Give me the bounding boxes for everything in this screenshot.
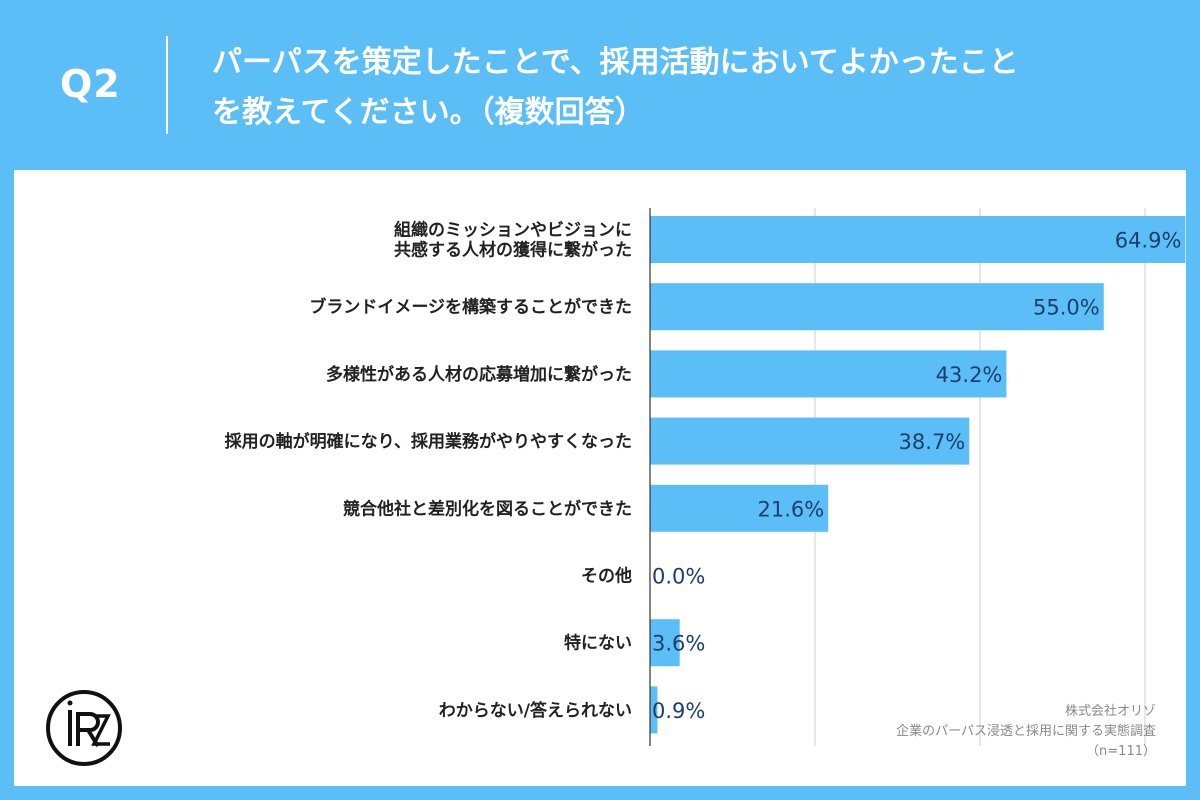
value-label: 43.2% <box>936 363 1003 387</box>
category-label: ブランドイメージを構築することができた <box>309 297 632 318</box>
value-label: 55.0% <box>1033 296 1100 320</box>
header-divider <box>166 36 168 134</box>
bar <box>650 283 1104 331</box>
bar <box>650 686 658 734</box>
bar <box>650 216 1186 263</box>
source-survey: 企業のパーパス浸透と採用に関する実態調査 <box>896 724 1156 739</box>
value-label: 38.7% <box>899 430 966 454</box>
value-label: 3.6% <box>652 632 705 656</box>
header: Q2 パーパスを策定したことで、採用活動においてよかったこと を教えてください。… <box>0 0 1200 170</box>
category-label: 競合他社と差別化を図ることができた <box>343 498 632 519</box>
bar <box>650 484 829 532</box>
category-label: 多様性がある人材の応募増加に繋がった <box>326 364 632 385</box>
company-logo-icon <box>46 690 122 766</box>
value-label: 0.0% <box>652 565 705 589</box>
bar-chart: 組織のミッションやビジョンに共感する人材の獲得に繋がった 64.9% ブランドイメー… <box>225 208 1186 746</box>
bar <box>650 417 970 465</box>
value-label: 0.9% <box>652 699 705 723</box>
source-sample: （n=111） <box>1086 744 1156 759</box>
value-label: 21.6% <box>757 497 824 521</box>
category-label: 組織のミッションやビジョンに共感する人材の獲得に繋がった <box>394 220 632 261</box>
source-note: 株式会社オリゾ 企業のパーパス浸透と採用に関する実態調査 （n=111） <box>896 702 1156 762</box>
question-title: パーパスを策定したことで、採用活動においてよかったこと を教えてください。（複数… <box>212 45 1019 130</box>
bar <box>650 350 1007 398</box>
category-label: 採用の軸が明確になり、採用業務がやりやすくなった <box>225 431 632 452</box>
question-label: Q2 <box>60 62 121 106</box>
category-label: わからない/答えられない <box>439 700 632 721</box>
value-label: 64.9% <box>1115 229 1182 253</box>
source-company: 株式会社オリゾ <box>1064 704 1156 719</box>
chart-panel: 組織のミッションやビジョンに共感する人材の獲得に繋がった 64.9% ブランドイメー… <box>14 170 1186 786</box>
category-label: 特にない <box>564 633 632 654</box>
category-label: その他 <box>581 566 632 587</box>
bar <box>650 619 680 667</box>
